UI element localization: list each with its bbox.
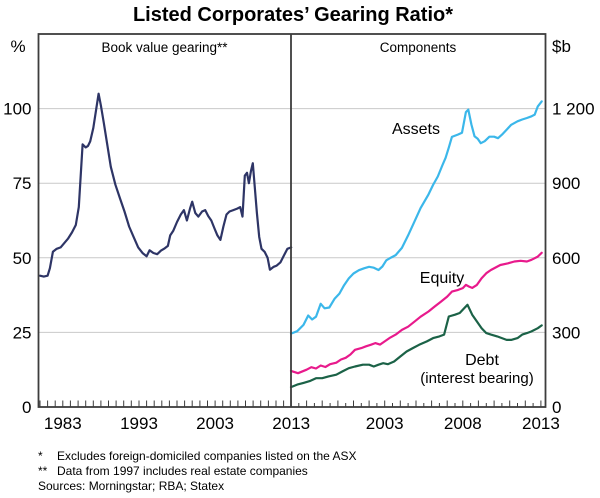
y-tick-label: 100: [3, 100, 31, 119]
gearing-line: [38, 92, 293, 278]
left-panel-header: Book value gearing**: [101, 40, 228, 55]
right-panel-header: Components: [380, 40, 457, 55]
y-tick-label: 300: [552, 323, 580, 342]
y-tick-label: 0: [552, 398, 561, 417]
y-tick-label: 0: [22, 398, 31, 417]
left-axis-unit: %: [10, 37, 25, 56]
right-axis-unit: $b: [552, 37, 571, 56]
data-series: [38, 92, 543, 389]
y-tick-label: 600: [552, 249, 580, 268]
equity-line: [289, 251, 543, 375]
footnote-2-text: Data from 1997 includes real estate comp…: [57, 464, 308, 478]
chart-title: Listed Corporates’ Gearing Ratio*: [133, 4, 453, 26]
footnote-1-text: Excludes foreign-domiciled companies lis…: [57, 449, 357, 463]
x-tick-label: 2013: [522, 414, 560, 433]
debt-line: [289, 303, 543, 389]
debt-series-sublabel: (interest bearing): [420, 370, 533, 387]
x-tick-label: 2013: [272, 414, 310, 433]
x-tick-label: 2003: [196, 414, 234, 433]
debt-series-label: Debt: [465, 352, 499, 369]
footnote-1-marker: *: [38, 449, 43, 463]
x-tick-label: 2003: [366, 414, 404, 433]
x-tick-label: 2008: [444, 414, 482, 433]
x-tick-label: 1993: [120, 414, 158, 433]
x-tick-label: 1983: [44, 414, 82, 433]
sources-line: Sources: Morningstar; RBA; Statex: [38, 479, 224, 493]
y-tick-label: 25: [13, 323, 32, 342]
equity-series-label: Equity: [420, 270, 464, 287]
y-tick-label: 50: [13, 249, 32, 268]
gridlines: [38, 108, 546, 333]
assets-series-label: Assets: [392, 121, 440, 138]
y-tick-label: 900: [552, 174, 580, 193]
footnote-2-marker: **: [38, 464, 48, 478]
y-tick-label: 75: [13, 174, 32, 193]
assets-line: [289, 100, 543, 335]
plot-frame: [37, 33, 547, 408]
y-tick-label: 1 200: [552, 100, 595, 119]
